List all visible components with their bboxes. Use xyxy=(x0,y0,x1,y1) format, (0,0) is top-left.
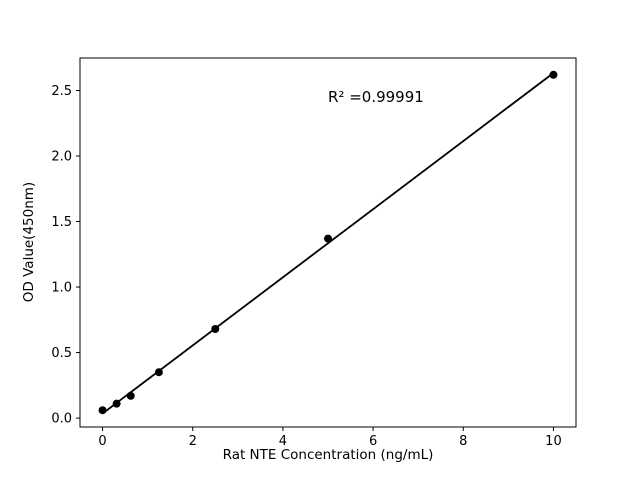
data-point xyxy=(211,324,220,333)
x-tick-label: 4 xyxy=(279,434,287,449)
x-tick-label: 10 xyxy=(545,434,562,449)
y-axis-label: OD Value(450nm) xyxy=(21,181,37,303)
r-squared-annotation: R² =0.99991 xyxy=(328,87,424,106)
plot-border xyxy=(79,57,577,428)
fit-line xyxy=(102,72,554,415)
y-tick-label: 2.0 xyxy=(51,150,72,165)
x-axis-label: Rat NTE Concentration (ng/mL) xyxy=(222,447,434,463)
y-tick-label: 0.0 xyxy=(51,412,72,427)
data-point xyxy=(549,70,558,79)
y-tick-label: 2.5 xyxy=(51,84,72,99)
data-point xyxy=(98,406,107,415)
data-point xyxy=(324,234,332,243)
data-point xyxy=(126,391,135,400)
y-tick-label: 1.0 xyxy=(51,281,72,296)
y-tick-label: 0.5 xyxy=(51,346,72,361)
x-tick-label: 6 xyxy=(369,434,377,449)
x-tick-label: 8 xyxy=(459,434,467,449)
y-tick-label: 1.5 xyxy=(51,215,72,230)
data-point xyxy=(112,399,121,408)
x-tick-label: 2 xyxy=(189,434,197,449)
data-point xyxy=(154,368,163,377)
x-tick-label: 0 xyxy=(98,434,106,449)
